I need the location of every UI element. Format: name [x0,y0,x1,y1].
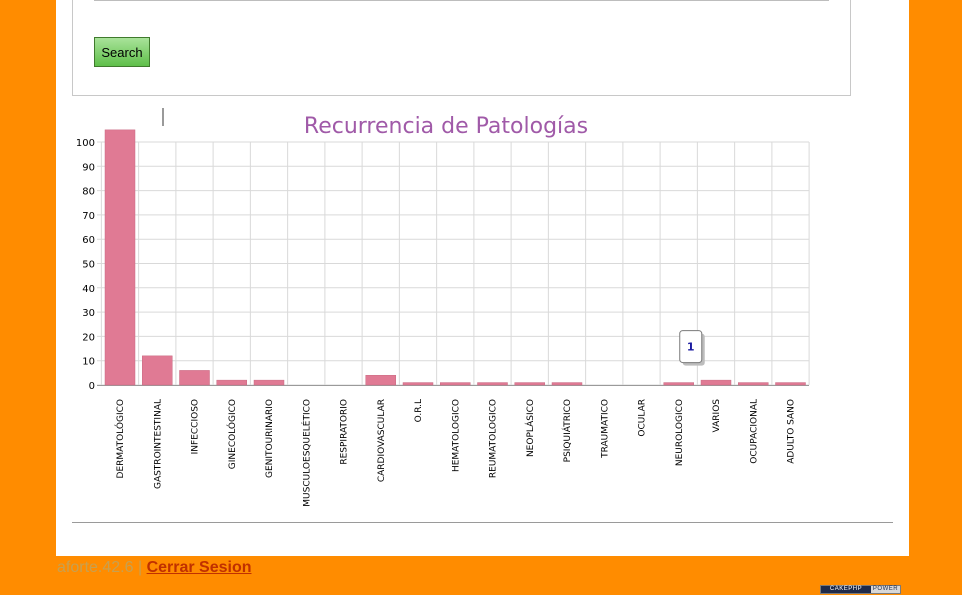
x-tick-label: MUSCULOESQUELÉTICO [300,399,312,507]
x-tick-label: GASTROINTESTINAL [153,399,163,489]
bar-12[interactable] [551,382,583,386]
content-panel: Search Recurrencia de Patologías 0 10 20 30… [56,0,909,556]
chart-title-marker [162,108,164,126]
y-tick-label: 80 [82,187,95,198]
y-tick-label: 30 [82,308,95,319]
chart-y-ticks: 0 10 20 30 40 50 60 70 80 90 100 [76,138,95,392]
footer: aforte.42.6 | Cerrar Sesion [57,559,252,577]
x-tick-label: OCUPACIONAL [749,399,759,464]
search-button[interactable]: Search [94,37,150,67]
footer-separator: | [137,559,143,576]
bar-11[interactable] [514,382,545,386]
y-tick-label: 60 [82,235,95,246]
y-tick-label: 90 [82,162,95,173]
chart-x-labels: DERMATOLÓGICO GASTROINTESTINAL INFECCIOSO G… [114,399,797,507]
bar-4[interactable] [253,379,285,386]
search-form: Search [72,0,851,96]
chart-title: Recurrencia de Patologías [304,114,588,139]
x-tick-label: NEUROLOGICO [675,399,685,466]
bar-18[interactable] [775,382,806,386]
bottom-divider [72,522,893,523]
y-tick-label: 10 [82,357,95,368]
x-tick-label: O.R.L [414,399,424,422]
bar-17[interactable] [738,382,769,386]
bar-16[interactable] [700,379,732,386]
x-tick-label: OCULAR [638,399,648,437]
search-divider [94,0,829,1]
x-tick-label: CARDIOVASCULAR [377,399,387,482]
bar-15[interactable] [663,382,694,386]
y-tick-label: 0 [89,381,95,392]
bar-10[interactable] [477,382,508,386]
logout-link[interactable]: Cerrar Sesion [146,559,252,576]
x-tick-label: VARIOS [712,399,722,433]
badge-right-text: POWER [872,586,899,592]
bar-0[interactable] [104,129,136,386]
x-tick-label: TRAUMATICO [600,399,610,459]
bar-9[interactable] [440,382,471,386]
bar-8[interactable] [402,382,434,386]
pathology-chart: Recurrencia de Patologías 0 10 20 30 40 50 60 7… [76,108,810,507]
y-tick-label: 70 [82,211,95,222]
chart-bars [104,129,806,386]
x-tick-label: INFECCIOSO [191,399,201,454]
chart-tooltip: 1 [679,330,705,366]
x-tick-label: RESPIRATORIO [340,399,350,465]
x-tick-label: GINECOLÓGICO [226,399,238,469]
badge-left-text: CAKEPHP [821,586,871,593]
x-tick-label: GENITOURINARIO [265,399,275,478]
x-tick-label: PSIQUIÁTRICO [561,399,573,462]
x-tick-label: DERMATOLÓGICO [114,399,126,478]
x-tick-label: HEMATOLOGICO [451,399,461,472]
x-tick-label: ADULTO SANO [787,399,797,464]
x-tick-label: NEOPLÁSICO [524,399,536,457]
y-tick-label: 20 [82,332,95,343]
bar-1[interactable] [142,355,173,386]
tooltip-box [679,330,703,364]
tooltip-value: 1 [687,341,695,354]
bar-7[interactable] [365,375,396,386]
y-tick-label: 40 [82,284,95,295]
cakephp-power-badge[interactable]: CAKEPHP POWER [820,585,901,594]
bar-3[interactable] [216,379,247,386]
y-tick-label: 50 [82,260,95,271]
x-tick-label: REUMATOLOGICO [489,399,499,478]
y-tick-label: 100 [76,138,95,149]
bar-2[interactable] [179,370,210,386]
username-text: aforte.42.6 [57,559,134,576]
